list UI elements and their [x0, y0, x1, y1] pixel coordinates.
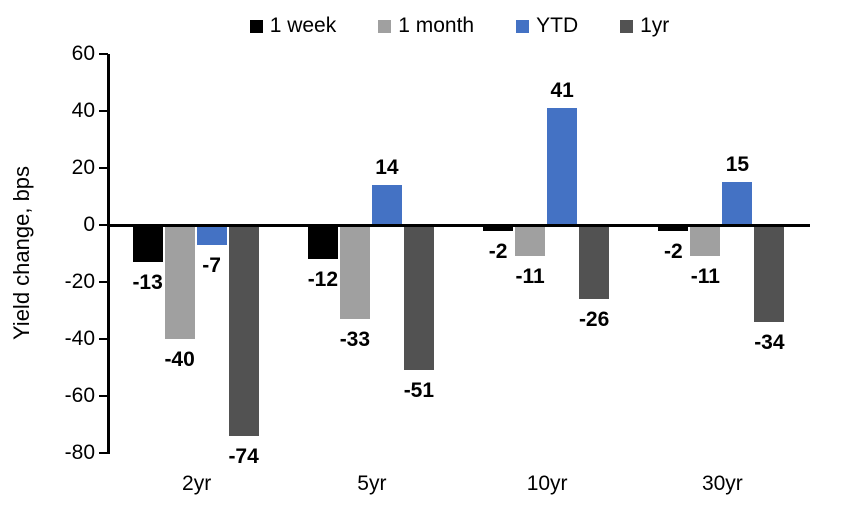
legend-label-1-week: 1 week — [269, 14, 337, 37]
y-tick-mark-60 — [99, 53, 108, 55]
bar-1-month-30yr — [690, 225, 721, 257]
bar-ytd-2yr — [196, 225, 227, 245]
bar-value-1-week-30yr: -2 — [664, 239, 683, 263]
legend-item-1-week: 1 week — [249, 13, 337, 39]
bar-1yr-5yr — [403, 225, 434, 371]
bar-value-1-week-10yr: -2 — [488, 239, 508, 263]
bar-value-1-month-30yr: -11 — [690, 265, 720, 289]
y-tick-label--40: -40 — [64, 327, 95, 350]
bar-ytd-10yr — [547, 108, 578, 225]
y-tick-label--60: -60 — [64, 384, 95, 407]
bar-value-1-month-10yr: -11 — [515, 265, 545, 289]
y-tick-label-20: 20 — [71, 156, 95, 179]
legend-item-1yr: 1yr — [620, 13, 669, 39]
bar-1-month-10yr — [515, 225, 546, 257]
bar-value-1yr-30yr: -34 — [754, 330, 785, 354]
chart-legend: 1 week 1 month YTD 1yr — [109, 12, 810, 40]
y-tick-mark--60 — [99, 395, 108, 397]
bar-1-week-10yr — [483, 225, 514, 231]
y-axis-title: Yield change, bps — [9, 165, 34, 341]
y-tick-mark-20 — [99, 167, 108, 169]
legend-item-1-month: 1 month — [378, 13, 474, 39]
y-tick-label--20: -20 — [64, 270, 95, 293]
bar-1yr-2yr — [228, 225, 259, 436]
bar-value-1-month-5yr: -33 — [339, 328, 371, 352]
bar-value-ytd-5yr: 14 — [375, 156, 399, 180]
bar-1-month-5yr — [339, 225, 370, 320]
y-tick-mark--20 — [99, 281, 108, 283]
legend-label-ytd: YTD — [536, 14, 579, 37]
legend-label-1yr: 1yr — [640, 14, 670, 37]
y-tick-label-60: 60 — [71, 42, 95, 65]
bar-value-1yr-10yr: -26 — [578, 308, 610, 332]
bar-value-1yr-2yr: -74 — [228, 444, 259, 468]
bar-1yr-30yr — [754, 225, 785, 322]
legend-item-ytd: YTD — [516, 13, 578, 39]
y-axis-line — [107, 54, 110, 454]
x-category-label-2yr: 2yr — [182, 472, 212, 495]
x-category-label-5yr: 5yr — [357, 472, 387, 495]
bar-1-week-2yr — [132, 225, 163, 263]
x-category-label-10yr: 10yr — [526, 472, 568, 495]
y-tick-label-0: 0 — [83, 213, 95, 236]
y-tick-mark--80 — [99, 452, 108, 454]
bar-value-1-month-2yr: -40 — [164, 348, 195, 371]
legend-swatch-1-month — [378, 19, 392, 33]
bar-1-month-2yr — [164, 225, 195, 339]
y-tick-label--80: -80 — [64, 441, 95, 464]
bar-1-week-30yr — [658, 225, 689, 231]
bar-1yr-10yr — [579, 225, 610, 300]
bar-value-1yr-5yr: -51 — [403, 379, 435, 403]
legend-swatch-ytd — [516, 19, 530, 33]
bar-1-week-5yr — [307, 225, 338, 260]
bar-value-ytd-10yr: 41 — [550, 79, 574, 103]
bar-ytd-5yr — [371, 185, 402, 225]
bar-value-ytd-2yr: -7 — [202, 253, 221, 277]
y-tick-label-40: 40 — [71, 99, 95, 122]
legend-swatch-1yr — [620, 19, 634, 33]
bar-value-ytd-30yr: 15 — [725, 153, 750, 177]
bar-value-1-week-2yr: -13 — [132, 271, 163, 295]
y-tick-mark-0 — [99, 224, 108, 226]
zero-baseline — [109, 224, 810, 227]
y-tick-mark--40 — [99, 338, 108, 340]
y-tick-mark-40 — [99, 110, 108, 112]
bar-value-1-week-5yr: -12 — [307, 268, 339, 292]
x-category-label-30yr: 30yr — [701, 472, 743, 495]
legend-swatch-1-week — [249, 19, 263, 33]
legend-label-1-month: 1 month — [398, 14, 475, 37]
bar-ytd-30yr — [722, 182, 753, 225]
